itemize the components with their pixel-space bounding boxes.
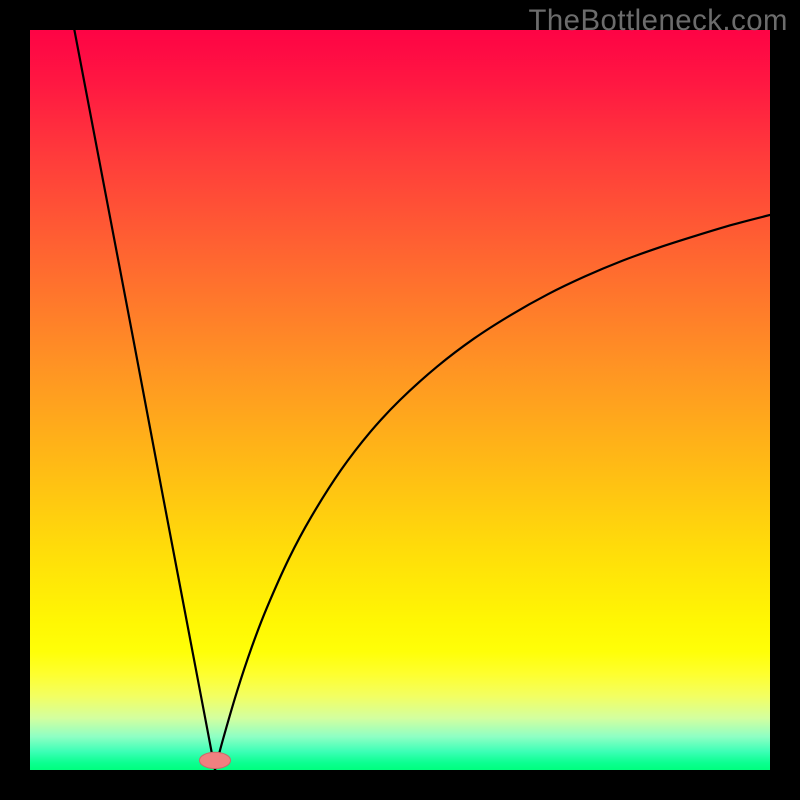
chart-svg <box>30 30 770 770</box>
watermark-text: TheBottleneck.com <box>528 4 788 38</box>
bottleneck-marker <box>199 752 230 768</box>
plot-area <box>30 30 770 770</box>
